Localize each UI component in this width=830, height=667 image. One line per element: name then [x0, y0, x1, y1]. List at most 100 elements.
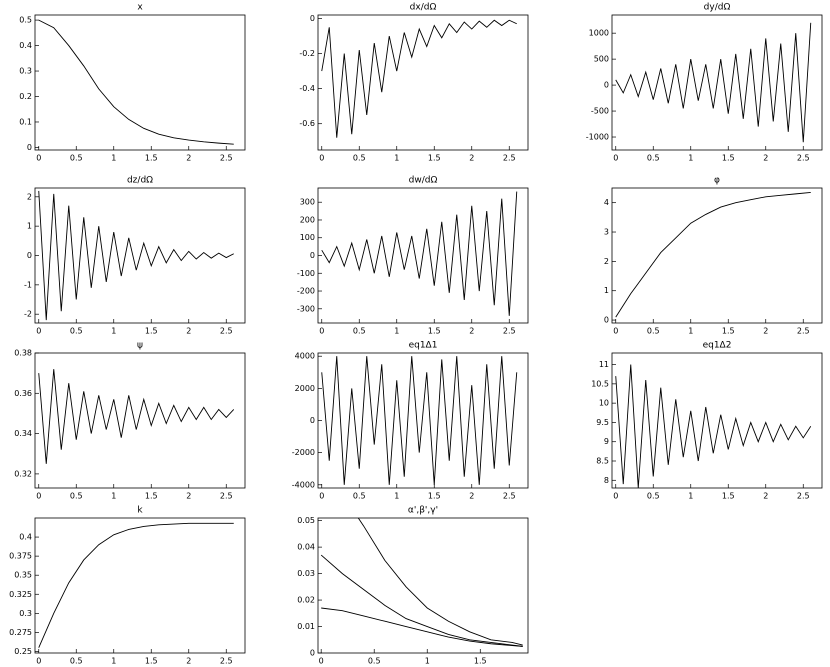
- y-tick-label: 10: [599, 399, 609, 408]
- chart-title: ψ: [137, 341, 143, 351]
- x-tick-label: 1.5: [722, 327, 735, 336]
- plot-frame: [34, 352, 246, 489]
- y-tick-label: -0.4: [299, 84, 315, 93]
- chart-title: x: [137, 3, 143, 13]
- y-tick-label: 1: [604, 286, 609, 295]
- x-tick-label: 0.5: [647, 154, 660, 163]
- x-tick-label: 1.5: [145, 657, 158, 666]
- x-tick-label: 1: [394, 327, 399, 336]
- panel: ψ 0 0.5 1 1.5 2 2.5 0.32 0.34 0.36 0.38: [14, 341, 246, 501]
- y-tick-label: 0: [604, 81, 609, 90]
- y-tick-label: 0.35: [14, 571, 32, 580]
- plot-frame: [611, 352, 823, 489]
- y-tick-label: 0.05: [297, 516, 315, 525]
- x-tick-label: 0: [613, 154, 618, 163]
- line-series: [321, 19, 517, 138]
- x-tick-label: 0.5: [353, 327, 366, 336]
- x-tick-label: 1.5: [428, 492, 441, 501]
- y-tick-label: 0.4: [19, 41, 32, 50]
- y-tick-label: -1: [24, 280, 32, 289]
- x-tick-label: 1: [394, 492, 399, 501]
- y-tick-label: 200: [300, 215, 315, 224]
- y-tick-label: -0.6: [299, 119, 315, 128]
- plot-frame: [317, 517, 529, 654]
- x-tick-label: 1.5: [145, 492, 158, 501]
- x-tick-label: 0: [319, 327, 324, 336]
- plot-frame: [34, 14, 246, 151]
- x-tick-label: 1: [111, 657, 116, 666]
- x-tick-label: 0: [36, 492, 41, 501]
- x-tick-label: 2.5: [220, 657, 233, 666]
- y-tick-label: 4000: [295, 352, 315, 361]
- y-tick-label: 4: [604, 198, 609, 207]
- x-tick-label: 0.5: [647, 492, 660, 501]
- y-tick-label: -100: [297, 269, 315, 278]
- x-tick-label: 0.5: [353, 492, 366, 501]
- y-tick-label: 0.32: [14, 469, 32, 478]
- x-tick-label: 2: [469, 327, 474, 336]
- y-tick-label: 0: [310, 416, 315, 425]
- x-tick-label: 0: [36, 327, 41, 336]
- plot-frame: [611, 187, 823, 324]
- x-tick-label: 0.5: [70, 327, 83, 336]
- plot-frame: [317, 14, 529, 151]
- y-tick-label: 11: [599, 360, 609, 369]
- x-tick-label: 0: [36, 154, 41, 163]
- y-tick-label: 300: [300, 198, 315, 207]
- y-tick-label: 0: [604, 316, 609, 325]
- x-tick-label: 2: [763, 492, 768, 501]
- plot-frame: [611, 14, 823, 151]
- chart-title: k: [137, 506, 143, 516]
- line-series: [38, 190, 234, 321]
- panel: α',β',γ' 0 0.5 1 1.5 0 0.01 0.02 0.03 0.04 0.05: [297, 506, 529, 666]
- y-tick-label: 10.5: [591, 379, 609, 388]
- chart-title: α',β',γ': [408, 506, 438, 516]
- y-tick-label: -200: [297, 287, 315, 296]
- x-tick-label: 1: [688, 492, 693, 501]
- chart-title: eq1Δ2: [703, 341, 732, 351]
- y-tick-label: 3: [604, 228, 609, 237]
- x-tick-label: 0: [319, 492, 324, 501]
- x-tick-label: 2.5: [797, 154, 810, 163]
- x-tick-label: 0: [613, 327, 618, 336]
- x-tick-label: 1: [111, 154, 116, 163]
- x-tick-label: 0: [613, 492, 618, 501]
- y-tick-label: 100: [300, 233, 315, 242]
- line-series: [38, 522, 234, 648]
- x-tick-label: 2: [763, 327, 768, 336]
- x-tick-label: 0.5: [70, 154, 83, 163]
- x-tick-label: 0.5: [353, 154, 366, 163]
- x-tick-label: 0.5: [70, 492, 83, 501]
- y-tick-label: 0.04: [297, 543, 315, 552]
- y-tick-label: 0.3: [19, 609, 32, 618]
- y-tick-label: 0.4: [19, 533, 32, 542]
- y-tick-label: 0.325: [9, 590, 32, 599]
- chart-title: dy/dΩ: [704, 3, 731, 13]
- y-tick-label: 500: [594, 55, 609, 64]
- x-tick-label: 2.5: [503, 327, 516, 336]
- x-tick-label: 2.5: [797, 492, 810, 501]
- y-tick-label: -2000: [292, 448, 315, 457]
- line-series: [321, 356, 518, 485]
- panel: dz/dΩ 0 0.5 1 1.5 2 2.5 -2 -1 0 1 2: [24, 176, 246, 336]
- y-tick-label: 0.5: [19, 16, 32, 25]
- x-tick-label: 2.5: [503, 154, 516, 163]
- chart-title: dx/dΩ: [410, 3, 437, 13]
- x-tick-label: 1.5: [428, 154, 441, 163]
- y-tick-label: 2: [27, 192, 32, 201]
- panel: eq1Δ2 0 0.5 1 1.5 2 2.5 8 8.5 9 9.5 10 10.5 11: [591, 341, 823, 501]
- y-tick-label: 0: [310, 14, 315, 23]
- panel: k 0 0.5 1 1.5 2 2.5 0.25 0.275 0.3 0.325 0.35 0.375 0…: [9, 506, 246, 666]
- y-tick-label: -0.2: [299, 49, 315, 58]
- x-tick-label: 1: [425, 657, 430, 666]
- chart-title: dz/dΩ: [127, 176, 153, 186]
- x-tick-label: 2.5: [220, 492, 233, 501]
- x-tick-label: 1: [111, 327, 116, 336]
- x-tick-label: 0.5: [70, 657, 83, 666]
- y-tick-label: 0.02: [297, 596, 315, 605]
- x-tick-label: 1.5: [145, 327, 158, 336]
- line-series: [38, 19, 234, 145]
- panel: eq1Δ1 0 0.5 1 1.5 2 2.5 -4000 -2000 0 2000 4000: [292, 341, 529, 501]
- y-tick-label: 0.3: [19, 67, 32, 76]
